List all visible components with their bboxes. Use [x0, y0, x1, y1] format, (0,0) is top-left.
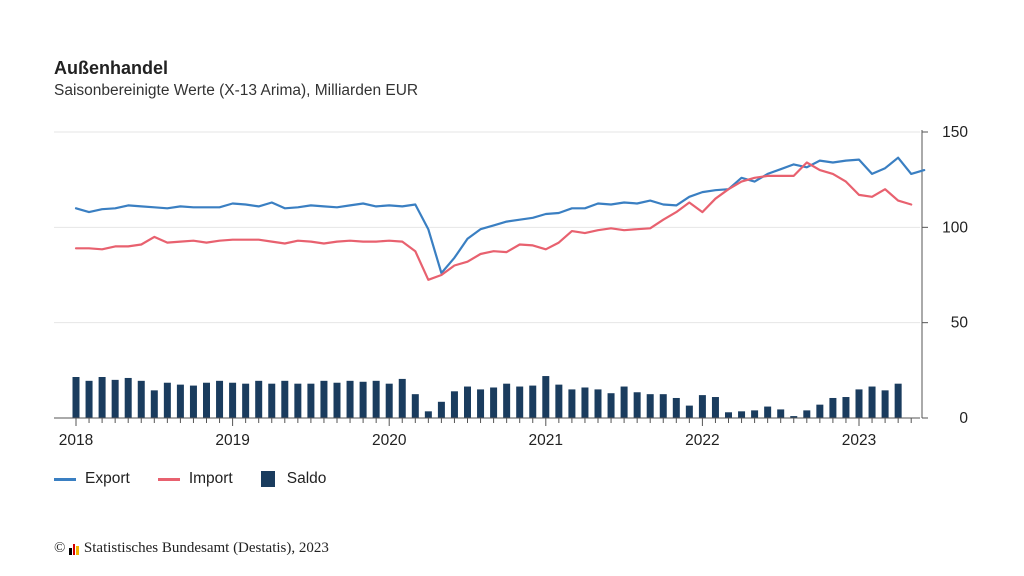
saldo-bar [698, 395, 706, 418]
saldo-bar [72, 377, 80, 418]
saldo-bar [137, 380, 145, 418]
saldo-bar [398, 378, 406, 418]
saldo-bar [711, 397, 719, 418]
saldo-bar [542, 376, 550, 418]
x-tick-label: 2018 [59, 432, 93, 449]
logo-bar-red [72, 543, 76, 555]
saldo-bar [333, 382, 341, 418]
saldo-bar [672, 397, 680, 418]
saldo-bar [85, 380, 93, 418]
saldo-bar [203, 382, 210, 418]
saldo-bar [685, 405, 693, 418]
saldo-bar [98, 377, 106, 418]
saldo-bar [346, 380, 354, 418]
x-tick-label: 2022 [685, 432, 719, 449]
saldo-bar [150, 390, 158, 418]
chart-subtitle: Saisonbereinigte Werte (X-13 Arima), Mil… [54, 82, 419, 99]
legend-label-export: Export [85, 470, 130, 487]
y-tick-label: 0 [959, 410, 968, 427]
x-tick-label: 2023 [842, 432, 876, 449]
saldo-bar [229, 382, 237, 418]
saldo-bar [307, 383, 315, 418]
saldo-bar [216, 380, 224, 418]
saldo-bar [855, 389, 863, 418]
saldo-bar [725, 412, 732, 418]
saldo-bar [450, 391, 458, 418]
saldo-bar [268, 383, 276, 418]
saldo-bar [503, 383, 511, 418]
saldo-bar [633, 392, 641, 418]
source-text: Statistisches Bundesamt (Destatis), 2023 [83, 540, 329, 556]
saldo-bar [411, 394, 419, 418]
y-tick-label: 150 [942, 124, 968, 141]
saldo-bar [646, 394, 654, 418]
saldo-bar [803, 410, 811, 418]
saldo-bar [437, 401, 445, 418]
saldo-bar [477, 389, 485, 418]
saldo-bar [894, 383, 902, 418]
saldo-bar [372, 380, 380, 418]
saldo-bar [359, 381, 367, 418]
legend-swatch-import [157, 477, 180, 481]
saldo-bar [581, 387, 589, 418]
trade-chart: 0 50 100 150 2018 2019 2020 2021 2022 2023 [54, 124, 969, 449]
saldo-bar [424, 411, 432, 418]
x-tick-label: 2019 [215, 432, 249, 449]
legend-label-import: Import [188, 470, 233, 487]
legend-swatch-export [54, 477, 76, 481]
legend-item-export[interactable]: Export [54, 470, 130, 488]
legend: Export Import Saldo [54, 470, 354, 488]
destatis-logo-icon [69, 543, 80, 555]
saldo-bar [777, 409, 785, 418]
saldo-bar [881, 390, 889, 418]
saldo-bar [255, 380, 263, 418]
saldo-bar [764, 406, 772, 418]
saldo-bar [529, 385, 537, 418]
y-tick-label: 100 [942, 219, 968, 236]
saldo-bar [281, 380, 289, 418]
saldo-bar [516, 386, 524, 418]
saldo-bar [242, 383, 250, 418]
saldo-bar [124, 377, 132, 418]
saldo-bar [738, 411, 746, 418]
chart-title: Außenhandel [54, 58, 169, 78]
legend-item-saldo[interactable]: Saldo [260, 470, 327, 488]
legend-swatch-saldo [260, 471, 275, 487]
source-footer: © Statistisches Bundesamt (Destatis), 20… [54, 540, 329, 557]
legend-item-import[interactable]: Import [157, 470, 233, 488]
saldo-bar [490, 387, 498, 418]
saldo-bar [659, 394, 667, 418]
saldo-bar [464, 386, 471, 418]
legend-label-saldo: Saldo [286, 470, 327, 487]
saldo-bar [163, 382, 171, 418]
saldo-bar [842, 397, 850, 418]
copyright-symbol: © [54, 540, 66, 556]
logo-bar-gold [76, 545, 79, 555]
logo-bar-black [69, 547, 72, 555]
saldo-bar [829, 397, 837, 418]
x-tick-label: 2020 [372, 432, 407, 449]
saldo-bar [868, 386, 876, 418]
saldo-bar [790, 416, 798, 418]
saldo-bar [568, 389, 576, 418]
saldo-bar [320, 380, 328, 418]
x-tick-label: 2021 [529, 432, 563, 449]
saldo-bar [620, 386, 628, 418]
saldo-bar [607, 393, 615, 418]
saldo-bar [189, 385, 197, 418]
series-line-export [74, 156, 926, 275]
saldo-bar [385, 383, 393, 418]
saldo-bar [555, 384, 563, 418]
saldo-bar [594, 389, 602, 418]
y-tick-label: 50 [951, 315, 969, 332]
series-line-import [74, 161, 913, 281]
saldo-bar [816, 404, 824, 418]
saldo-bar [294, 383, 302, 418]
saldo-bar [111, 379, 119, 418]
saldo-bar [176, 384, 184, 418]
saldo-bar [751, 410, 759, 418]
